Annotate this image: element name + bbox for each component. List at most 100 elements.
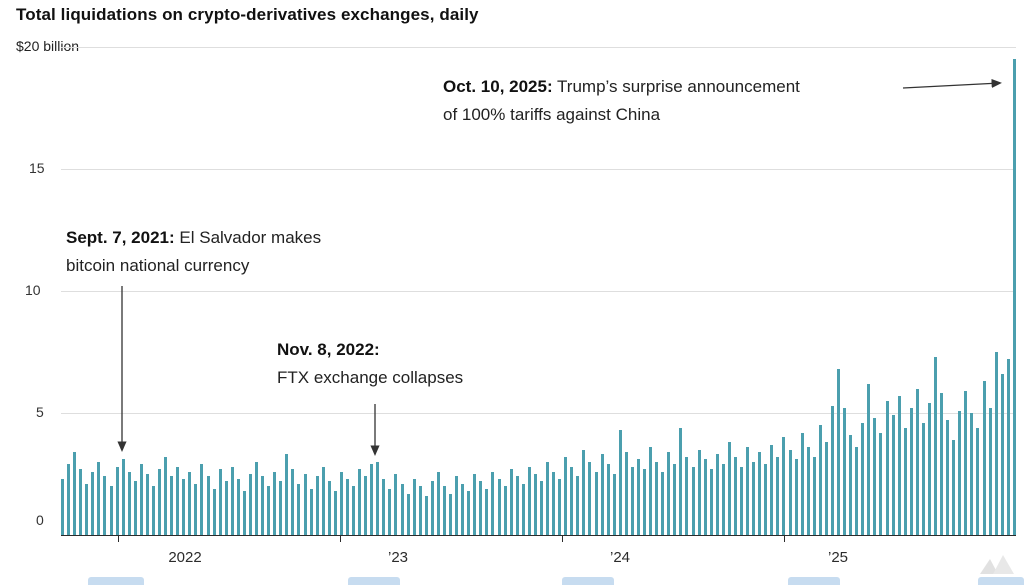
bar	[994, 352, 998, 535]
bar	[97, 461, 101, 535]
y-tick-label-15: 15	[29, 160, 45, 176]
annotation-text-line2: of 100% tariffs against China	[443, 105, 661, 124]
bar	[121, 459, 125, 535]
annotation-date: Oct. 10, 2025:	[443, 77, 553, 96]
bar	[218, 469, 222, 535]
bar	[740, 466, 743, 535]
bar	[891, 415, 895, 535]
bar	[285, 454, 289, 535]
bar	[164, 456, 168, 535]
bar	[727, 442, 731, 535]
bar	[794, 459, 798, 535]
x-tick-2025	[784, 535, 785, 542]
bar	[934, 356, 937, 535]
bar	[267, 486, 271, 535]
bar	[412, 478, 416, 535]
bar	[279, 481, 283, 535]
bar	[503, 486, 507, 535]
bar	[582, 449, 586, 535]
bar	[673, 464, 677, 535]
bar	[776, 456, 780, 535]
annotation-text-line2: FTX exchange collapses	[277, 368, 464, 387]
bar	[364, 476, 368, 535]
bar	[685, 456, 689, 535]
bar	[885, 400, 889, 535]
bar	[800, 432, 804, 535]
bar	[830, 405, 834, 535]
bar	[546, 461, 549, 535]
bar	[61, 478, 64, 535]
bar	[600, 454, 604, 535]
bar	[151, 486, 155, 535]
bar	[491, 471, 495, 535]
bar	[709, 469, 713, 535]
bar	[521, 483, 525, 535]
bar	[952, 439, 956, 535]
bottom-edge-artifact	[978, 577, 1024, 585]
bar	[988, 408, 992, 535]
bar	[297, 483, 301, 535]
bar	[818, 425, 822, 535]
annotation-tariffs: Oct. 10, 2025: Trump’s surprise announce…	[443, 73, 913, 129]
bar	[103, 476, 107, 535]
plot-area	[61, 47, 1016, 536]
bar	[661, 471, 665, 535]
annotation-text: El Salvador makes	[174, 228, 322, 247]
bar	[206, 476, 210, 535]
annotation-el-salvador: Sept. 7, 2021: El Salvador makes bitcoin…	[66, 224, 396, 280]
bar	[352, 486, 355, 535]
bar	[79, 469, 83, 535]
bar	[982, 381, 986, 535]
bar	[242, 491, 246, 535]
bar	[303, 474, 307, 535]
bar	[442, 486, 446, 535]
bottom-edge-artifact	[88, 577, 144, 585]
bar	[606, 464, 610, 535]
bar	[333, 491, 337, 535]
bottom-edge-artifact	[788, 577, 840, 585]
x-label-25: ’25	[827, 549, 849, 566]
gridline-10	[61, 291, 1016, 292]
bar	[903, 427, 907, 535]
bar	[515, 476, 519, 535]
bar	[115, 466, 119, 535]
bar	[564, 456, 568, 535]
annotation-date: Sept. 7, 2021:	[66, 228, 175, 247]
bar	[849, 434, 853, 535]
bar	[455, 476, 459, 535]
bar	[618, 430, 622, 535]
bar	[388, 488, 392, 535]
bar	[170, 476, 174, 535]
bar	[255, 461, 258, 535]
bar	[770, 444, 774, 535]
bar	[946, 420, 950, 535]
annotation-ftx: Nov. 8, 2022: FTX exchange collapses	[277, 336, 577, 392]
bar	[588, 461, 592, 535]
bar	[855, 447, 859, 535]
bar	[145, 474, 149, 535]
bar	[449, 493, 452, 535]
bar	[570, 466, 574, 535]
bar	[200, 464, 204, 535]
bar	[176, 466, 180, 535]
watermark-logo	[980, 555, 1014, 574]
bar	[158, 469, 161, 535]
gridline-5	[61, 413, 1016, 414]
bar	[479, 481, 483, 535]
bar	[339, 471, 343, 535]
bar	[182, 478, 186, 535]
bar	[861, 422, 865, 535]
bar	[697, 449, 701, 535]
y-tick-label-5: 5	[36, 404, 44, 420]
bar	[91, 471, 95, 535]
x-tick-2024	[562, 535, 563, 542]
bar	[764, 464, 768, 535]
bar	[788, 449, 792, 535]
bar	[1006, 359, 1010, 535]
bar	[624, 452, 628, 535]
bar	[940, 393, 944, 535]
bar	[485, 488, 489, 535]
bar	[85, 483, 89, 535]
bar	[133, 481, 137, 535]
bar	[358, 469, 362, 535]
